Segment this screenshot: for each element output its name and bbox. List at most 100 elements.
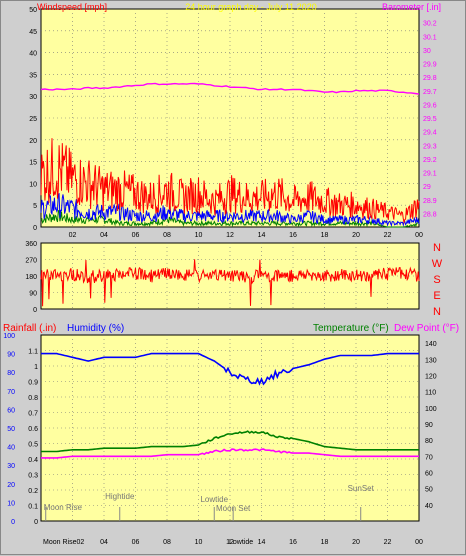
wind-y-tick: 10 (29, 181, 37, 188)
rain-y-tick: 0.7 (28, 411, 38, 418)
wind-y-tick: 35 (29, 72, 37, 79)
x-tick-bottom: 00 (415, 539, 423, 546)
humidity-y-tick: 20 (7, 482, 15, 489)
rainfall-axis-label: Rainfall (.in) (3, 323, 56, 334)
chart-title: 24 hour graph day - July 11 2020 (185, 2, 316, 12)
temperature-y-tick: 90 (425, 422, 433, 429)
x-tick-top: 06 (132, 232, 140, 239)
temperature-y-tick: 130 (425, 357, 437, 364)
x-tick-bottom: 16 (289, 539, 297, 546)
direction-y-tick: 360 (25, 241, 37, 248)
wind-y-tick: 40 (29, 51, 37, 58)
dewpoint-axis-label: Dew Point (°F) (394, 323, 459, 334)
direction-y-tick: 90 (29, 291, 37, 298)
humidity-y-tick: 40 (7, 445, 15, 452)
compass-label: N (433, 306, 441, 318)
barometer-y-tick: 30.2 (423, 21, 437, 28)
barometer-y-tick: 29.8 (423, 75, 437, 82)
compass-label: E (433, 290, 440, 302)
humidity-y-tick: 50 (7, 426, 15, 433)
direction-line (40, 259, 420, 307)
event-label: Moon Rise (44, 503, 83, 512)
humidity-y-tick: 10 (7, 500, 15, 507)
wind-series-gust (40, 138, 420, 225)
wind-y-tick: 20 (29, 138, 37, 145)
x-tick-top: 20 (352, 232, 360, 239)
x-tick-top: 22 (384, 232, 392, 239)
x-tick-top: 08 (163, 232, 171, 239)
wind-series-minimum (40, 210, 420, 228)
barometer-line (40, 82, 420, 95)
rain-y-tick: 1.1 (28, 349, 38, 356)
rain-y-tick: 0.3 (28, 473, 38, 480)
wind-y-tick: 45 (29, 29, 37, 36)
direction-y-tick: 0 (33, 307, 37, 314)
direction-y-tick: 270 (25, 258, 37, 265)
wind-y-tick: 25 (29, 116, 37, 123)
x-tick-top: 04 (100, 232, 108, 239)
direction-y-tick: 180 (25, 274, 37, 281)
x-tick-bottom: 08 (163, 539, 171, 546)
x-tick-bottom: 18 (321, 539, 329, 546)
x-tick-top: 16 (289, 232, 297, 239)
rain-y-tick: 0.2 (28, 488, 38, 495)
wind-y-tick: 30 (29, 94, 37, 101)
rain-y-tick: 0.4 (28, 457, 38, 464)
barometer-y-tick: 29.9 (423, 62, 437, 69)
compass-label: W (432, 258, 443, 270)
humidity-y-tick: 30 (7, 463, 15, 470)
humidity-y-tick: 80 (7, 370, 15, 377)
temperature-y-tick: 70 (425, 454, 433, 461)
x-tick-bottom: 12 (226, 539, 234, 546)
humidity-y-tick: 90 (7, 352, 15, 359)
x-tick-top: 14 (258, 232, 266, 239)
event-label: Hightide (105, 492, 135, 501)
bottom-axis-event-text: Lowtide (229, 539, 253, 546)
rain-y-tick: 1 (34, 364, 38, 371)
barometer-y-tick: 29.2 (423, 157, 437, 164)
rain-y-tick: 0 (34, 519, 38, 526)
barometer-y-tick: 29.1 (423, 171, 437, 178)
humidity-y-tick: 0 (11, 519, 15, 526)
x-tick-bottom: 10 (195, 539, 203, 546)
x-tick-top: 10 (195, 232, 203, 239)
temperature-y-tick: 40 (425, 503, 433, 510)
x-tick-top: 02 (69, 232, 77, 239)
x-tick-top: 00 (415, 232, 423, 239)
x-tick-top: 12 (226, 232, 234, 239)
barometer-y-tick: 28.9 (423, 198, 437, 205)
event-label: Moon Set (216, 504, 251, 513)
wind-y-tick: 0 (33, 225, 37, 232)
compass-label: N (433, 242, 441, 254)
barometer-y-tick: 29.7 (423, 89, 437, 96)
temperature-y-tick: 80 (425, 438, 433, 445)
barometer-y-tick: 29.3 (423, 143, 437, 150)
x-tick-bottom: 14 (258, 539, 266, 546)
temperature-y-tick: 140 (425, 341, 437, 348)
humidity-y-tick: 70 (7, 389, 15, 396)
dewpoint-line (41, 448, 419, 459)
wind-y-tick: 50 (29, 7, 37, 14)
event-label: SunSet (348, 484, 375, 493)
temperature-y-tick: 120 (425, 373, 437, 380)
rain-y-tick: 0.9 (28, 380, 38, 387)
temperature-axis-label: Temperature (°F) (313, 323, 389, 334)
compass-label: S (433, 274, 440, 286)
wind-series-average (40, 192, 420, 228)
x-tick-bottom: 04 (100, 539, 108, 546)
temperature-y-tick: 110 (425, 390, 436, 397)
barometer-y-tick: 29.4 (423, 130, 437, 137)
barometer-y-tick: 29 (423, 184, 431, 191)
bottom-axis-event-text: Moon Rise02 (43, 539, 84, 546)
x-tick-bottom: 22 (384, 539, 392, 546)
x-tick-bottom: 06 (132, 539, 140, 546)
barometer-y-tick: 30.1 (423, 34, 437, 41)
temperature-y-tick: 100 (425, 406, 437, 413)
rain-y-tick: 0.6 (28, 426, 38, 433)
temperature-y-tick: 50 (425, 487, 433, 494)
humidity-line (41, 352, 419, 386)
wind-y-tick: 15 (29, 160, 37, 167)
windspeed-axis-label: Windspeed [mph] (37, 2, 107, 12)
